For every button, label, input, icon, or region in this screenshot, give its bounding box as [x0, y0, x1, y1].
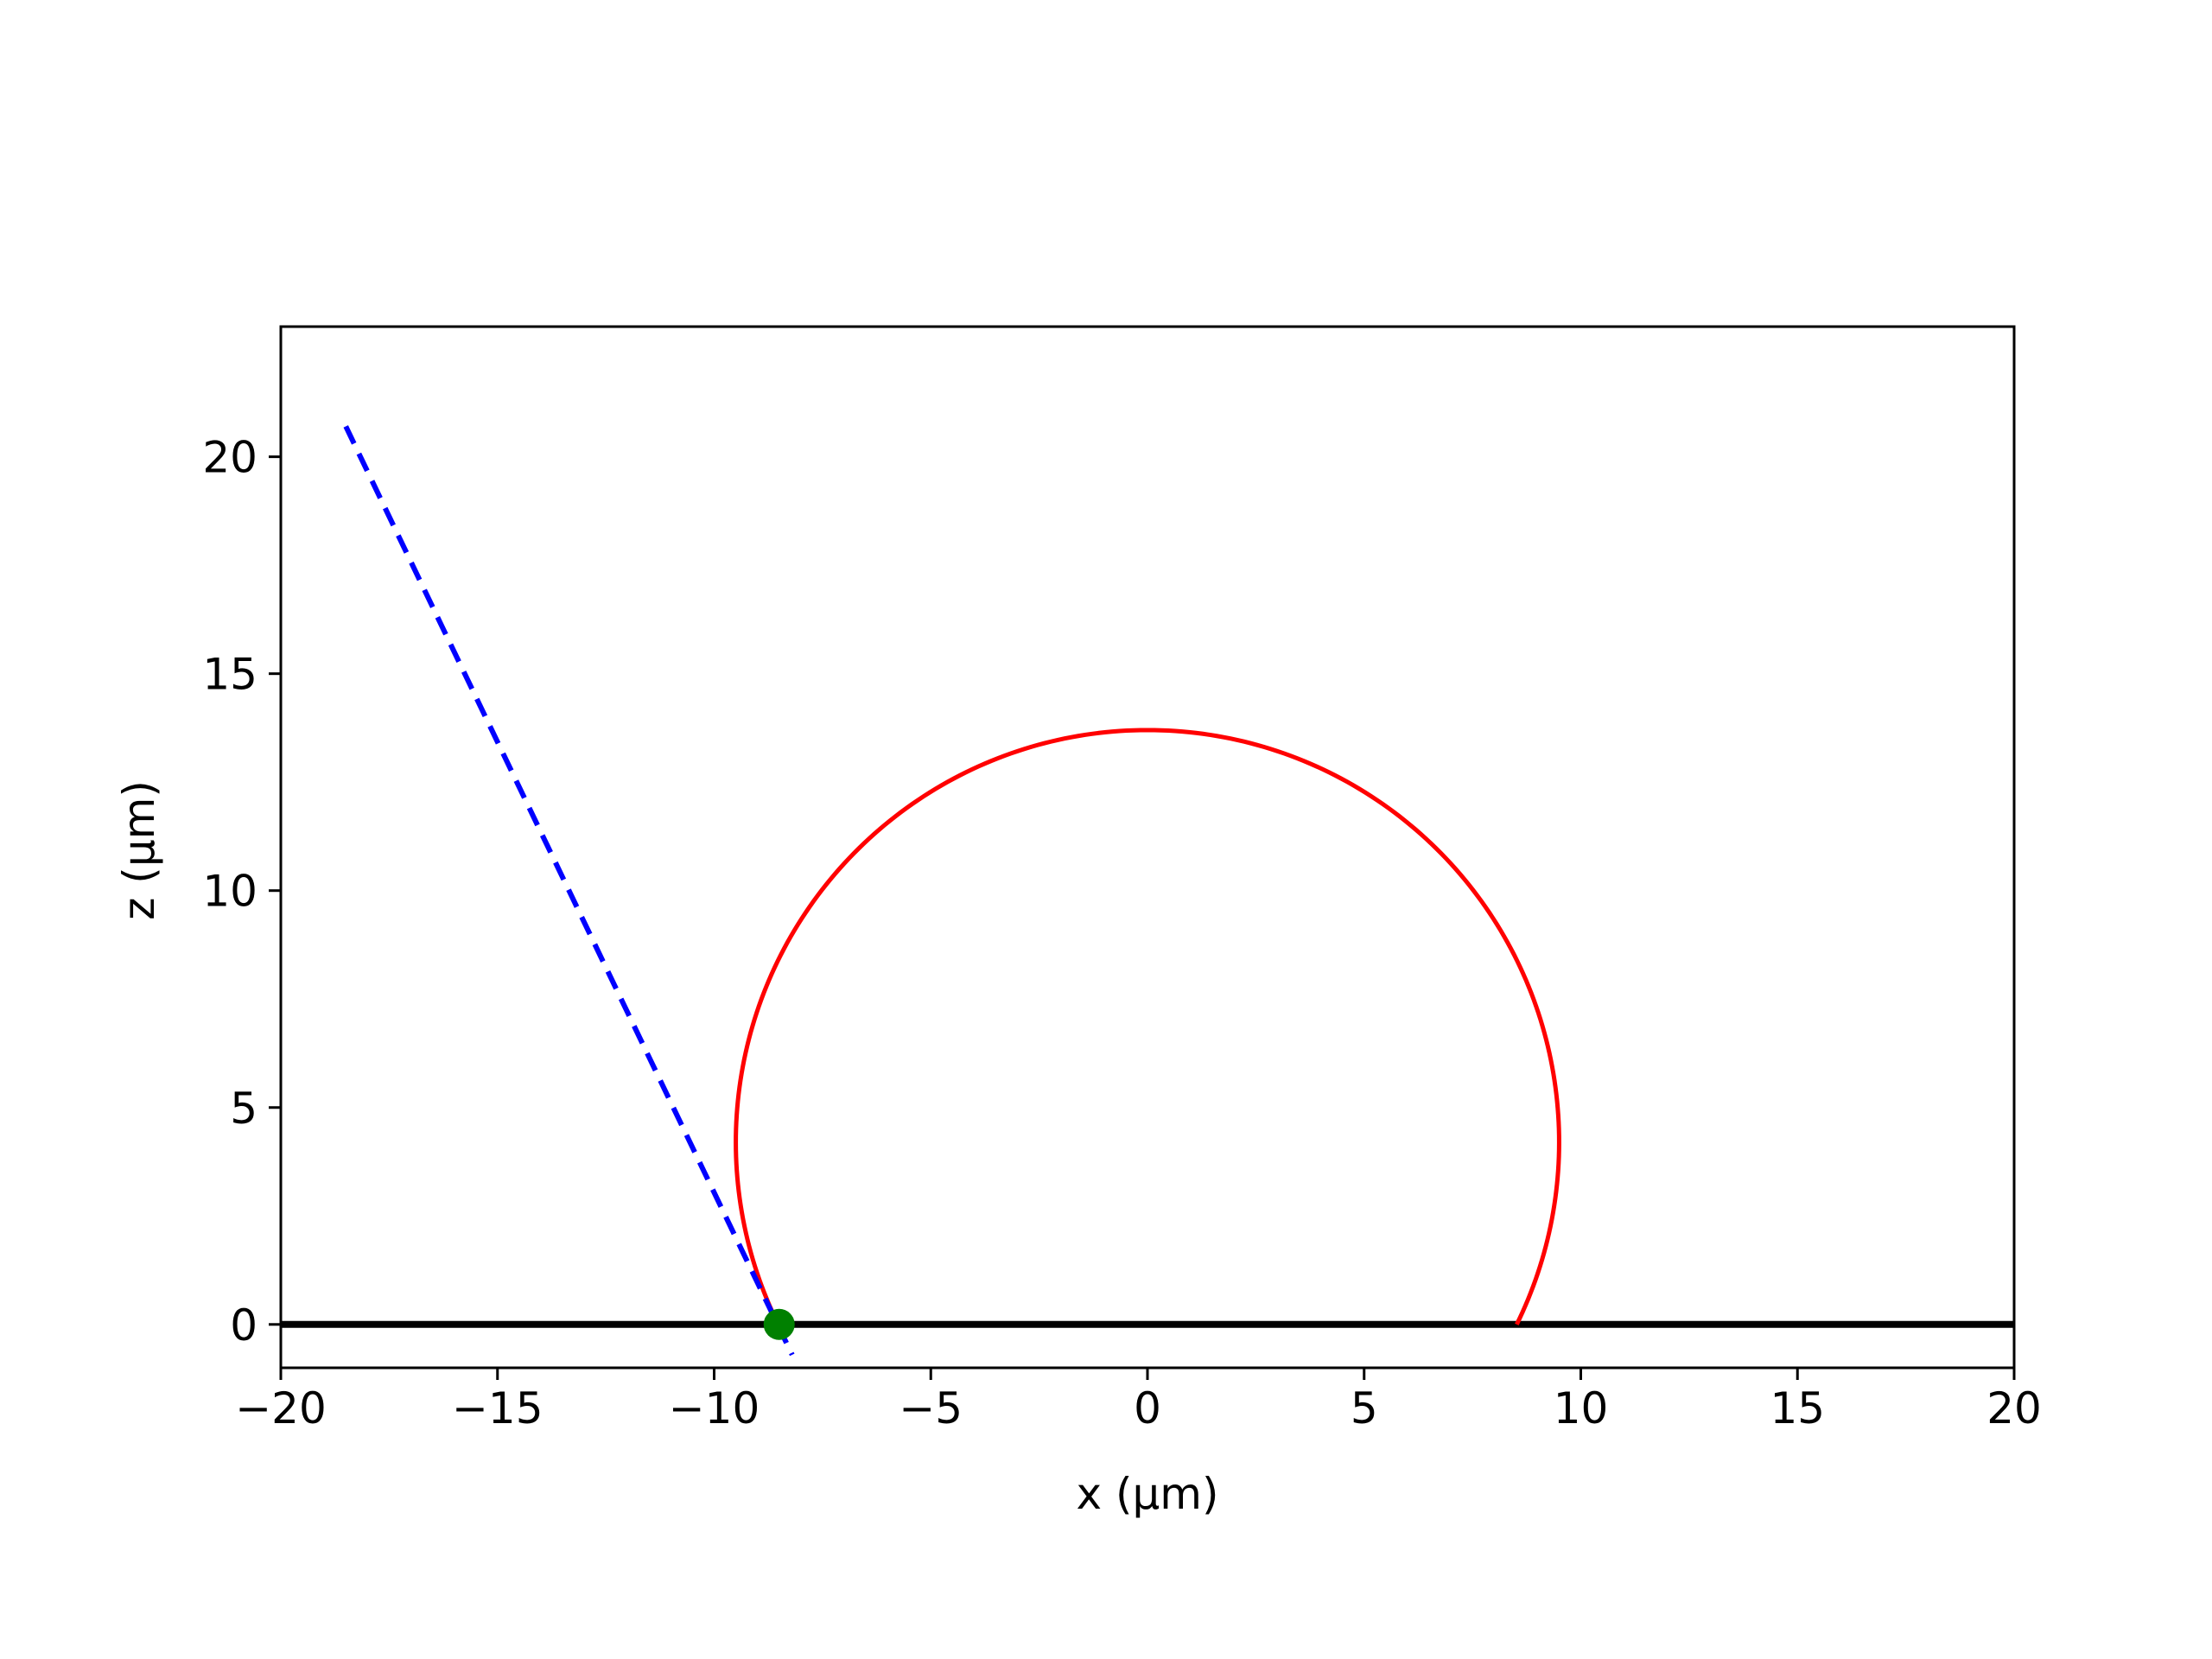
y-axis-label: z (µm) [114, 780, 164, 920]
x-tick-label: 0 [1134, 1383, 1161, 1433]
x-tick-label: 15 [1770, 1383, 1825, 1433]
x-tick-label: 20 [1986, 1383, 2042, 1433]
series-group [281, 425, 2014, 1357]
y-tick-label: 5 [230, 1084, 257, 1134]
droplet-profile [734, 728, 1561, 1325]
x-tick-label: −5 [899, 1383, 963, 1433]
x-tick-label: 10 [1554, 1383, 1609, 1433]
y-tick-label: 0 [230, 1300, 257, 1351]
contact-point [763, 1308, 795, 1340]
x-tick-label: −15 [452, 1383, 543, 1433]
x-axis-label: x (µm) [1076, 1469, 1218, 1519]
y-tick-label: 20 [202, 433, 257, 483]
y-tick-label: 15 [202, 650, 257, 700]
y-tick-label: 10 [202, 867, 257, 917]
axes: −20 −15 −10 −5 0 5 10 15 20 0 5 10 15 20 [202, 325, 2042, 1433]
x-tick-label: −10 [669, 1383, 760, 1433]
tangent-line [343, 425, 795, 1357]
plot-area [281, 425, 2014, 1357]
x-tick-label: 5 [1351, 1383, 1378, 1433]
x-tick-label: −20 [235, 1383, 327, 1433]
